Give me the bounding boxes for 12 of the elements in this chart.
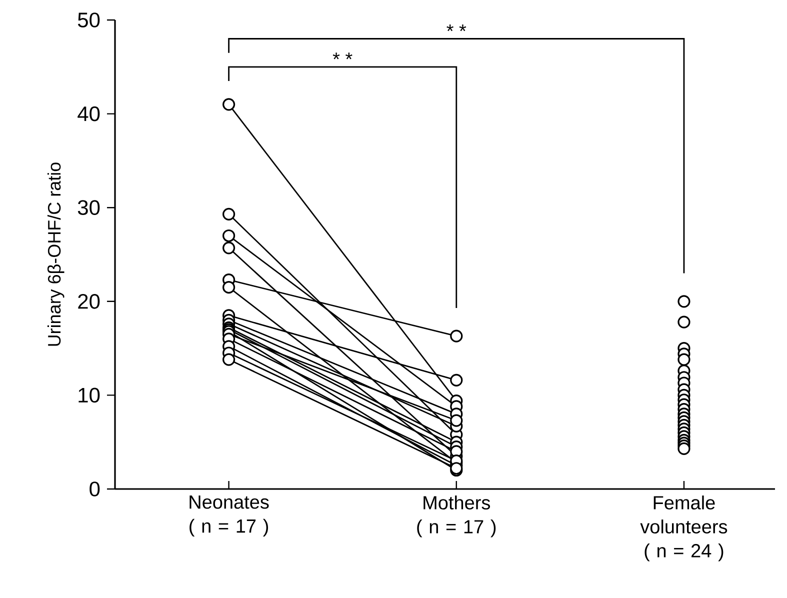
y-tick-label: 0 xyxy=(90,482,100,496)
y-tick-label: 40 xyxy=(78,106,100,122)
y-tick-label: 30 xyxy=(78,200,100,216)
y-tick-label: 10 xyxy=(78,388,100,403)
x-tick-label: Female volunteers ( n = 24 ) xyxy=(640,496,728,562)
annotation: * * xyxy=(446,24,466,32)
y-tick-label: 20 xyxy=(78,294,100,309)
x-tick-label: Mothers ( n = 17 ) xyxy=(417,496,496,538)
x-tick-label: Neonates ( n = 17 ) xyxy=(190,496,269,537)
y-tick-label: 50 xyxy=(78,12,100,28)
annotation: * * xyxy=(332,52,352,60)
y-axis-title: Urinary 6β-OHF/C ratio xyxy=(47,162,64,346)
